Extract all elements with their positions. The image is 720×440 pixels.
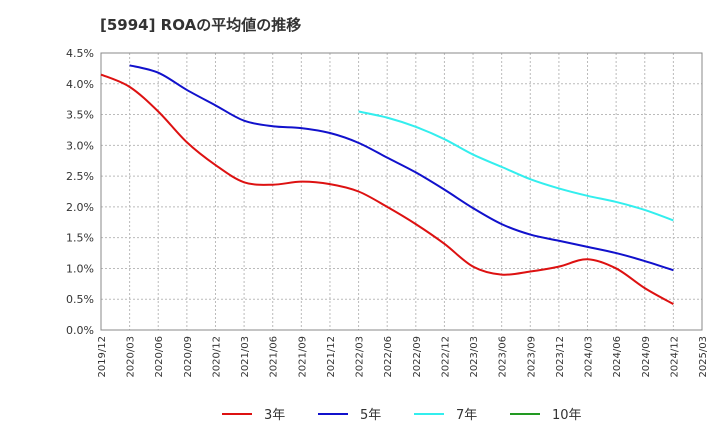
y-tick-label: 4.5% (66, 47, 94, 60)
x-tick-label: 2025/03 (698, 336, 709, 378)
x-tick-label: 2024/06 (612, 336, 623, 378)
x-tick-label: 2024/03 (584, 336, 595, 378)
legend-label-3: 7年 (456, 408, 477, 423)
y-tick-label: 3.5% (66, 109, 94, 122)
x-tick-label: 2020/06 (154, 336, 165, 378)
plot-area (101, 53, 702, 330)
x-tick-label: 2020/09 (183, 336, 194, 378)
x-tick-label: 2024/09 (641, 336, 652, 378)
y-tick-label: 2.0% (66, 201, 94, 214)
x-tick-label: 2022/12 (440, 336, 451, 378)
x-tick-label: 2021/06 (269, 336, 280, 378)
y-tick-label: 0.0% (66, 324, 94, 337)
series-line-2 (129, 64, 674, 272)
plot-frame (100, 52, 703, 331)
legend-label-1: 3年 (264, 408, 285, 423)
y-tick-label: 1.5% (66, 232, 94, 245)
x-tick-label: 2021/12 (326, 336, 337, 378)
x-tick-label: 2023/12 (555, 336, 566, 378)
x-tick-label: 2022/09 (412, 336, 423, 378)
x-tick-label: 2022/03 (355, 336, 366, 378)
y-tick-label: 2.5% (66, 170, 94, 183)
x-tick-label: 2021/09 (297, 336, 308, 378)
legend-label-2: 5年 (360, 408, 381, 423)
x-tick-label: 2019/12 (97, 336, 108, 378)
y-tick-label: 0.5% (66, 293, 94, 306)
legend-label-4: 10年 (552, 408, 582, 423)
x-tick-label: 2021/03 (240, 336, 251, 378)
x-tick-label: 2023/03 (469, 336, 480, 378)
x-tick-label: 2020/03 (126, 336, 137, 378)
x-tick-label: 2023/09 (526, 336, 537, 378)
x-tick-label: 2022/06 (383, 336, 394, 378)
y-tick-label: 1.0% (66, 262, 94, 275)
x-tick-label: 2023/06 (498, 336, 509, 378)
chart-title: [5994] ROAの平均値の推移 (100, 16, 302, 34)
series-line-1 (100, 73, 674, 306)
series-line-3 (358, 110, 674, 222)
x-tick-label: 2024/12 (669, 336, 680, 378)
y-tick-label: 4.0% (66, 78, 94, 91)
y-tick-label: 3.0% (66, 139, 94, 152)
x-tick-label: 2020/12 (211, 336, 222, 378)
